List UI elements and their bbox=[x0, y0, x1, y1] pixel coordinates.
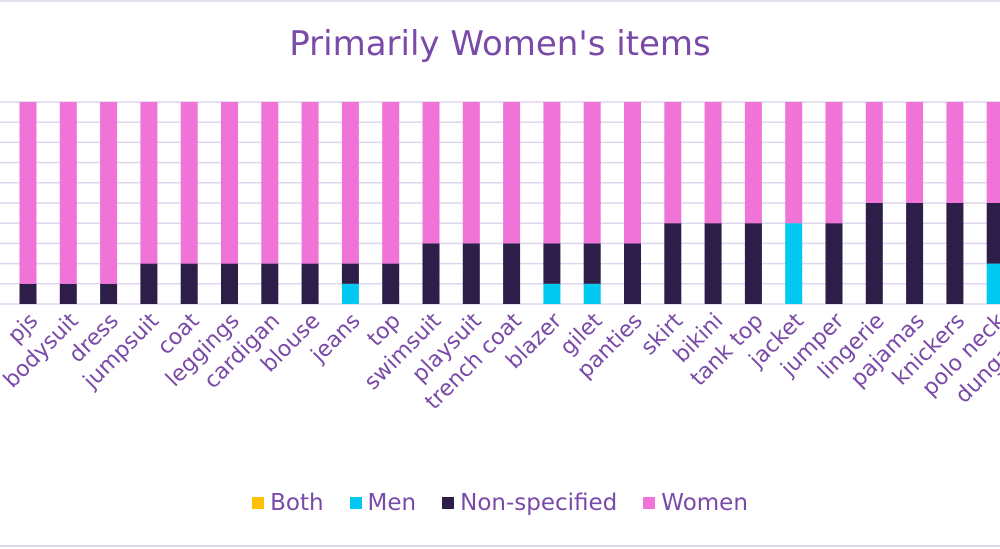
bar-segment-non-specified bbox=[221, 263, 238, 304]
bar-segment-non-specified bbox=[906, 203, 924, 304]
bar-segment-non-specified bbox=[261, 263, 279, 304]
bar-segment-women bbox=[462, 102, 480, 244]
chart-frame-top bbox=[0, 0, 1000, 2]
bar-segment-women bbox=[785, 102, 803, 224]
bar-segment-men bbox=[341, 283, 359, 304]
bar-segment-women bbox=[503, 102, 521, 244]
bar-segment-women bbox=[744, 102, 762, 224]
legend-item-men: Men bbox=[349, 490, 417, 516]
bar-segment-women bbox=[140, 102, 158, 264]
bar-segment-non-specified bbox=[624, 243, 641, 304]
legend-swatch-both bbox=[252, 497, 265, 509]
bar-segment-women bbox=[382, 102, 400, 264]
chart-frame-bottom bbox=[0, 545, 1000, 547]
bar-segment-non-specified bbox=[100, 283, 118, 304]
bar-segment-non-specified bbox=[986, 203, 1000, 264]
bar-segment-women bbox=[100, 102, 118, 284]
bar-segment-women bbox=[624, 102, 641, 244]
bar-segment-women bbox=[59, 102, 77, 284]
bar-segment-non-specified bbox=[301, 263, 319, 304]
legend-item-non-specified: Non-specified bbox=[442, 490, 617, 516]
bar-segment-women bbox=[19, 102, 37, 284]
bar-segment-women bbox=[301, 102, 319, 264]
bar-segment-women bbox=[986, 102, 1000, 203]
legend-item-both: Both bbox=[252, 490, 324, 516]
bar-segment-non-specified bbox=[140, 263, 158, 304]
legend-label-non-specified: Non-specified bbox=[460, 490, 618, 516]
bar-segment-women bbox=[261, 102, 279, 264]
bar-segment-non-specified bbox=[704, 223, 722, 304]
bar-segment-non-specified bbox=[19, 283, 37, 304]
bar-segment-non-specified bbox=[382, 263, 400, 304]
bar-segment-non-specified bbox=[946, 203, 964, 304]
bar-segment-men bbox=[543, 283, 561, 304]
bar-segment-men bbox=[785, 223, 803, 304]
bar-segment-non-specified bbox=[341, 263, 359, 284]
bar-segment-non-specified bbox=[825, 223, 843, 304]
bar-segment-women bbox=[704, 102, 722, 224]
bar-segment-women bbox=[583, 102, 601, 244]
bar-segment-women bbox=[422, 102, 440, 244]
bar-segment-non-specified bbox=[180, 263, 198, 304]
bar-segment-women bbox=[180, 102, 198, 264]
bar-segment-non-specified bbox=[503, 243, 521, 304]
bar-segment-non-specified bbox=[583, 243, 601, 284]
bar-segment-women bbox=[664, 102, 682, 224]
bar-segment-women bbox=[543, 102, 561, 244]
chart-legend: Both Men Non-specified Women bbox=[0, 490, 1000, 516]
bar-segment-non-specified bbox=[865, 203, 883, 304]
bar-segment-men bbox=[583, 283, 601, 304]
legend-swatch-non-specified bbox=[442, 497, 455, 509]
legend-item-women: Women bbox=[643, 490, 748, 516]
bar-segment-non-specified bbox=[59, 283, 77, 304]
bar-segment-women bbox=[906, 102, 924, 203]
bar-segment-men bbox=[986, 263, 1000, 304]
legend-swatch-women bbox=[643, 497, 656, 509]
bar-segment-women bbox=[946, 102, 964, 203]
bar-segment-non-specified bbox=[543, 243, 561, 284]
legend-label-both: Both bbox=[270, 490, 324, 516]
bar-segment-women bbox=[865, 102, 883, 203]
bar-segment-women bbox=[825, 102, 843, 224]
bar-segment-non-specified bbox=[422, 243, 440, 304]
bar-segment-non-specified bbox=[462, 243, 480, 304]
chart-title: Primarily Women's items bbox=[289, 24, 711, 64]
legend-label-women: Women bbox=[661, 490, 748, 516]
legend-label-men: Men bbox=[367, 490, 417, 516]
bar-segment-non-specified bbox=[664, 223, 682, 304]
bar-segment-women bbox=[221, 102, 238, 264]
bar-segment-non-specified bbox=[744, 223, 762, 304]
bar-segment-women bbox=[341, 102, 359, 264]
legend-swatch-men bbox=[349, 497, 362, 509]
